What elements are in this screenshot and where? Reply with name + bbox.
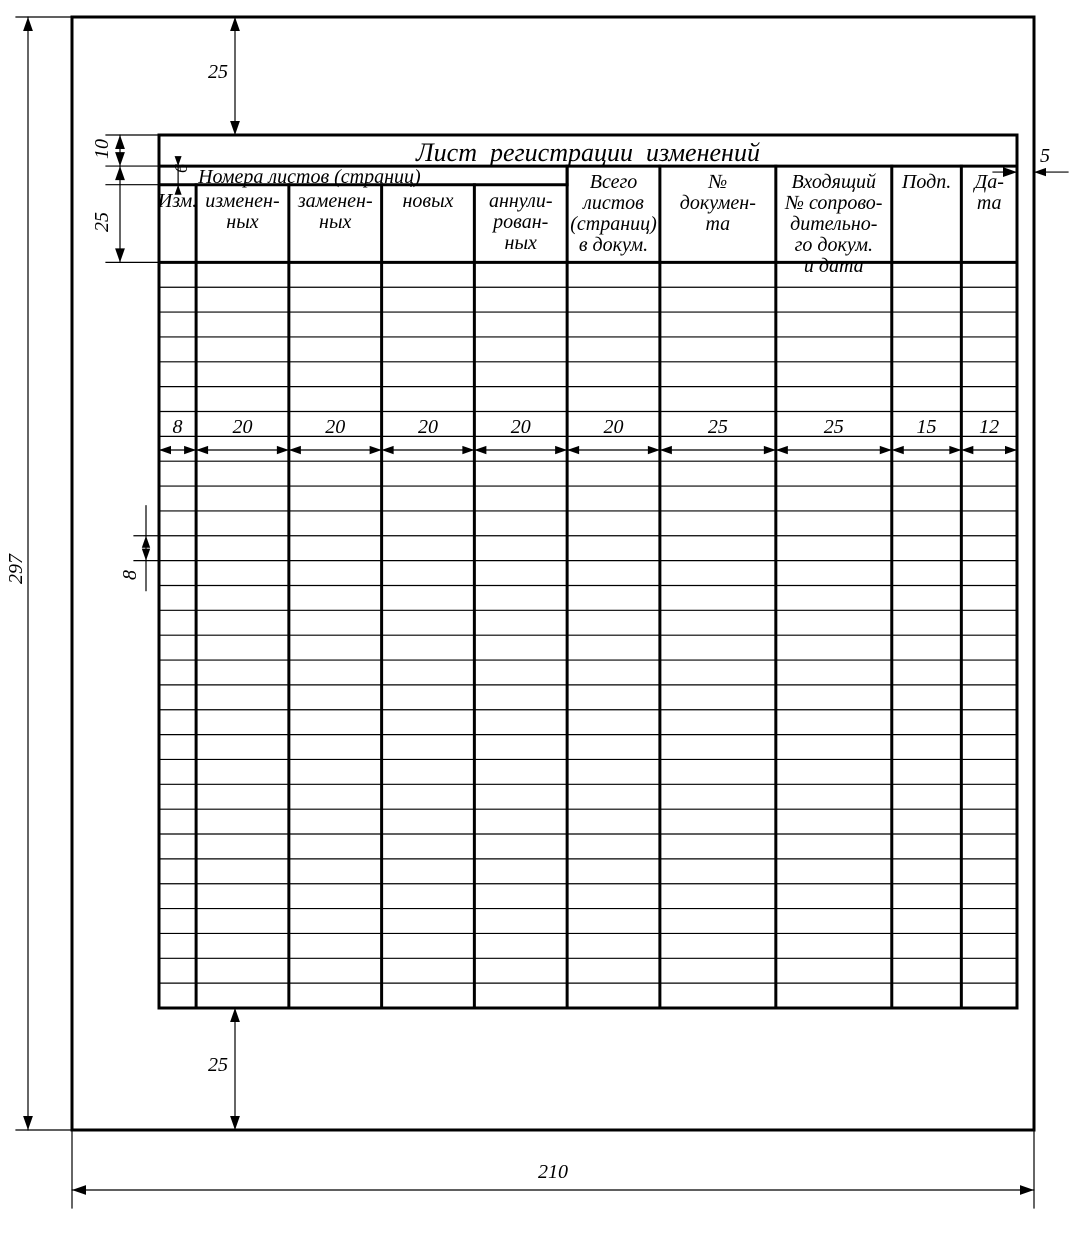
dim-group-height: 6 [172, 164, 192, 173]
colwidth-nomer_dok: 25 [660, 417, 776, 438]
header-podp: Подп. [893, 172, 961, 260]
header-izm: Изм. [160, 191, 195, 261]
header-novykh: новых [383, 191, 474, 261]
dim-margin-top: 25 [205, 62, 231, 83]
dim-title-height: 10 [92, 139, 116, 159]
dim-margin-bottom: 25 [205, 1055, 231, 1076]
colwidth-izm: 8 [159, 417, 196, 438]
header-group-sheets: Номера листов (страниц) [198, 167, 565, 188]
form-title: Лист регистрации изменений [159, 139, 1017, 166]
header-vkhod: Входящий № сопрово- дительно- го докум. … [777, 172, 891, 260]
dim-row-height: 8 [120, 570, 144, 580]
header-nomer_dok: № докумен- та [661, 172, 775, 260]
colwidth-annulirovannykh: 20 [474, 417, 567, 438]
header-vsego: Всего листов (страниц) в докум. [568, 172, 659, 260]
colwidth-novykh: 20 [382, 417, 475, 438]
colwidth-podp: 15 [892, 417, 962, 438]
drawing-stage: Лист регистрации измененийНомера листов … [0, 0, 1087, 1243]
header-zamenennykh: заменен- ных [290, 191, 381, 261]
colwidth-vkhod: 25 [776, 417, 892, 438]
colwidth-data: 12 [961, 417, 1017, 438]
dim-page-width: 210 [72, 1162, 1034, 1183]
colwidth-zamenennykh: 20 [289, 417, 382, 438]
dim-page-height: 297 [6, 554, 46, 584]
header-izmenennykh: изменен- ных [197, 191, 288, 261]
dim-margin-right: 5 [1040, 146, 1070, 167]
colwidth-izmenennykh: 20 [196, 417, 289, 438]
header-annulirovannykh: аннули- рован- ных [475, 191, 566, 261]
colwidth-vsego: 20 [567, 417, 660, 438]
dim-subheader-height: 25 [92, 212, 116, 232]
header-data: Да- та [962, 172, 1016, 260]
